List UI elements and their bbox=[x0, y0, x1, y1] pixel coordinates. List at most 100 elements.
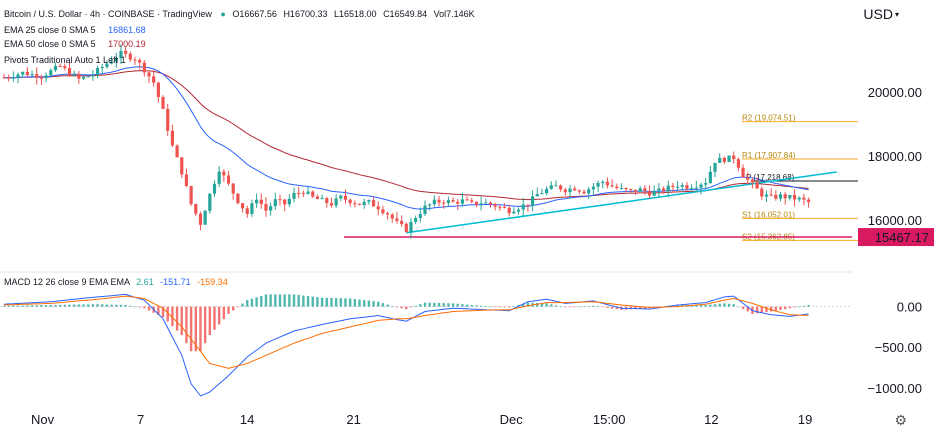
macd-histogram-bar bbox=[732, 304, 735, 307]
macd-histogram-bar bbox=[718, 303, 721, 307]
candle-body bbox=[727, 155, 731, 162]
macd-histogram-bar bbox=[269, 294, 272, 307]
candle-body bbox=[306, 191, 310, 194]
candle-body bbox=[722, 157, 726, 162]
candle-body bbox=[802, 197, 806, 200]
time-axis-tick: 14 bbox=[240, 412, 254, 427]
candle-body bbox=[549, 185, 553, 189]
macd-histogram-bar bbox=[325, 297, 328, 307]
macd-histogram-bar bbox=[302, 295, 305, 307]
macd-histogram-bar bbox=[194, 306, 197, 352]
macd-histogram-bar bbox=[788, 306, 792, 309]
candle-body bbox=[367, 200, 371, 202]
candle-body bbox=[470, 200, 474, 202]
macd-legend[interactable]: MACD 12 26 close 9 EMA EMA 2.61 -151.71 … bbox=[4, 276, 228, 288]
candle-body bbox=[203, 210, 207, 225]
candle-body bbox=[704, 183, 708, 185]
candle-body bbox=[395, 218, 399, 221]
candle-body bbox=[25, 71, 29, 76]
candle-body bbox=[465, 199, 469, 201]
candle-body bbox=[540, 193, 544, 195]
ema25-line bbox=[4, 66, 809, 210]
candle-body bbox=[348, 199, 352, 204]
candle-body bbox=[442, 202, 446, 204]
candle-body bbox=[292, 192, 296, 199]
ema50-legend[interactable]: EMA 50 close 0 SMA 5 17000.19 bbox=[4, 38, 146, 50]
chart-legend-header: Bitcoin / U.S. Dollar · 4h · COINBASE · … bbox=[4, 8, 475, 20]
candle-body bbox=[474, 201, 479, 205]
candle-body bbox=[746, 177, 750, 180]
candle-body bbox=[624, 187, 628, 190]
candle-body bbox=[610, 185, 614, 187]
macd-histogram-bar bbox=[133, 306, 137, 308]
currency-label: USD bbox=[863, 6, 893, 22]
macd-histogram-bar bbox=[26, 305, 29, 307]
macd-histogram-bar bbox=[447, 303, 450, 307]
candle-body bbox=[269, 206, 273, 211]
candle-body bbox=[63, 66, 67, 69]
macd-histogram-bar bbox=[278, 294, 282, 307]
macd-histogram-bar bbox=[208, 306, 212, 336]
ema25-legend[interactable]: EMA 25 close 0 SMA 5 16861.68 bbox=[4, 24, 146, 36]
candle-body bbox=[559, 185, 563, 190]
macd-histogram-bar bbox=[760, 306, 763, 313]
macd-histogram-bar bbox=[798, 306, 801, 308]
macd-histogram-bar bbox=[765, 306, 768, 313]
candle-body bbox=[778, 194, 783, 199]
macd-histogram-bar bbox=[91, 304, 95, 307]
macd-histogram-bar bbox=[793, 306, 796, 308]
macd-histogram-bar bbox=[592, 305, 595, 307]
candle-body bbox=[390, 214, 394, 219]
macd-histogram-bar bbox=[456, 303, 459, 307]
candle-body bbox=[91, 74, 95, 77]
candle-body bbox=[385, 213, 390, 215]
macd-histogram-bar bbox=[405, 306, 408, 310]
candle-body bbox=[764, 194, 769, 197]
macd-histogram-bar bbox=[87, 304, 90, 307]
candle-body bbox=[806, 199, 811, 203]
candle-body bbox=[605, 181, 610, 186]
macd-histogram-bar bbox=[437, 302, 441, 307]
candle-body bbox=[736, 159, 741, 168]
macd-histogram-bar bbox=[540, 303, 544, 307]
gear-icon[interactable]: ⚙ bbox=[894, 412, 907, 428]
macd-histogram-bar bbox=[713, 304, 717, 307]
candle-body bbox=[240, 203, 245, 209]
macd-histogram-bar bbox=[783, 306, 787, 310]
time-axis-tick: 19 bbox=[798, 412, 812, 427]
macd-histogram-bar bbox=[362, 300, 366, 307]
macd-histogram-bar bbox=[559, 306, 562, 308]
candle-body bbox=[343, 195, 348, 200]
macd-histogram-bar bbox=[129, 305, 132, 307]
candle-body bbox=[30, 74, 34, 76]
macd-histogram-bar bbox=[802, 305, 806, 307]
macd-histogram-bar bbox=[573, 306, 576, 308]
macd-histogram-bar bbox=[391, 306, 394, 307]
candle-body bbox=[432, 199, 436, 205]
open-value: O16667.56 bbox=[232, 9, 277, 19]
macd-histogram-bar bbox=[222, 306, 226, 320]
macd-histogram-bar bbox=[503, 306, 506, 308]
candle-body bbox=[11, 77, 15, 79]
macd-histogram-bar bbox=[568, 306, 572, 308]
macd-histogram-bar bbox=[180, 306, 183, 336]
candle-body bbox=[545, 188, 549, 194]
candle-body bbox=[49, 70, 53, 76]
macd-histogram-bar bbox=[353, 299, 357, 307]
currency-selector[interactable]: USD ▾ bbox=[863, 6, 899, 22]
candle-body bbox=[264, 204, 268, 211]
candle-body bbox=[400, 220, 404, 224]
candle-body bbox=[596, 183, 600, 187]
candle-body bbox=[428, 204, 432, 206]
candle-body bbox=[259, 199, 263, 205]
last-price-badge bbox=[858, 228, 934, 247]
volume-value: Vol7.146K bbox=[433, 9, 475, 19]
pivots-legend[interactable]: Pivots Traditional Auto 1 Left 1 bbox=[4, 54, 126, 66]
macd-histogram-bar bbox=[372, 301, 375, 307]
macd-histogram-bar bbox=[63, 304, 67, 307]
macd-histogram-bar bbox=[138, 306, 141, 308]
macd-histogram-bar bbox=[409, 306, 413, 308]
macd-histogram-bar bbox=[35, 305, 38, 307]
candle-body bbox=[381, 209, 385, 214]
